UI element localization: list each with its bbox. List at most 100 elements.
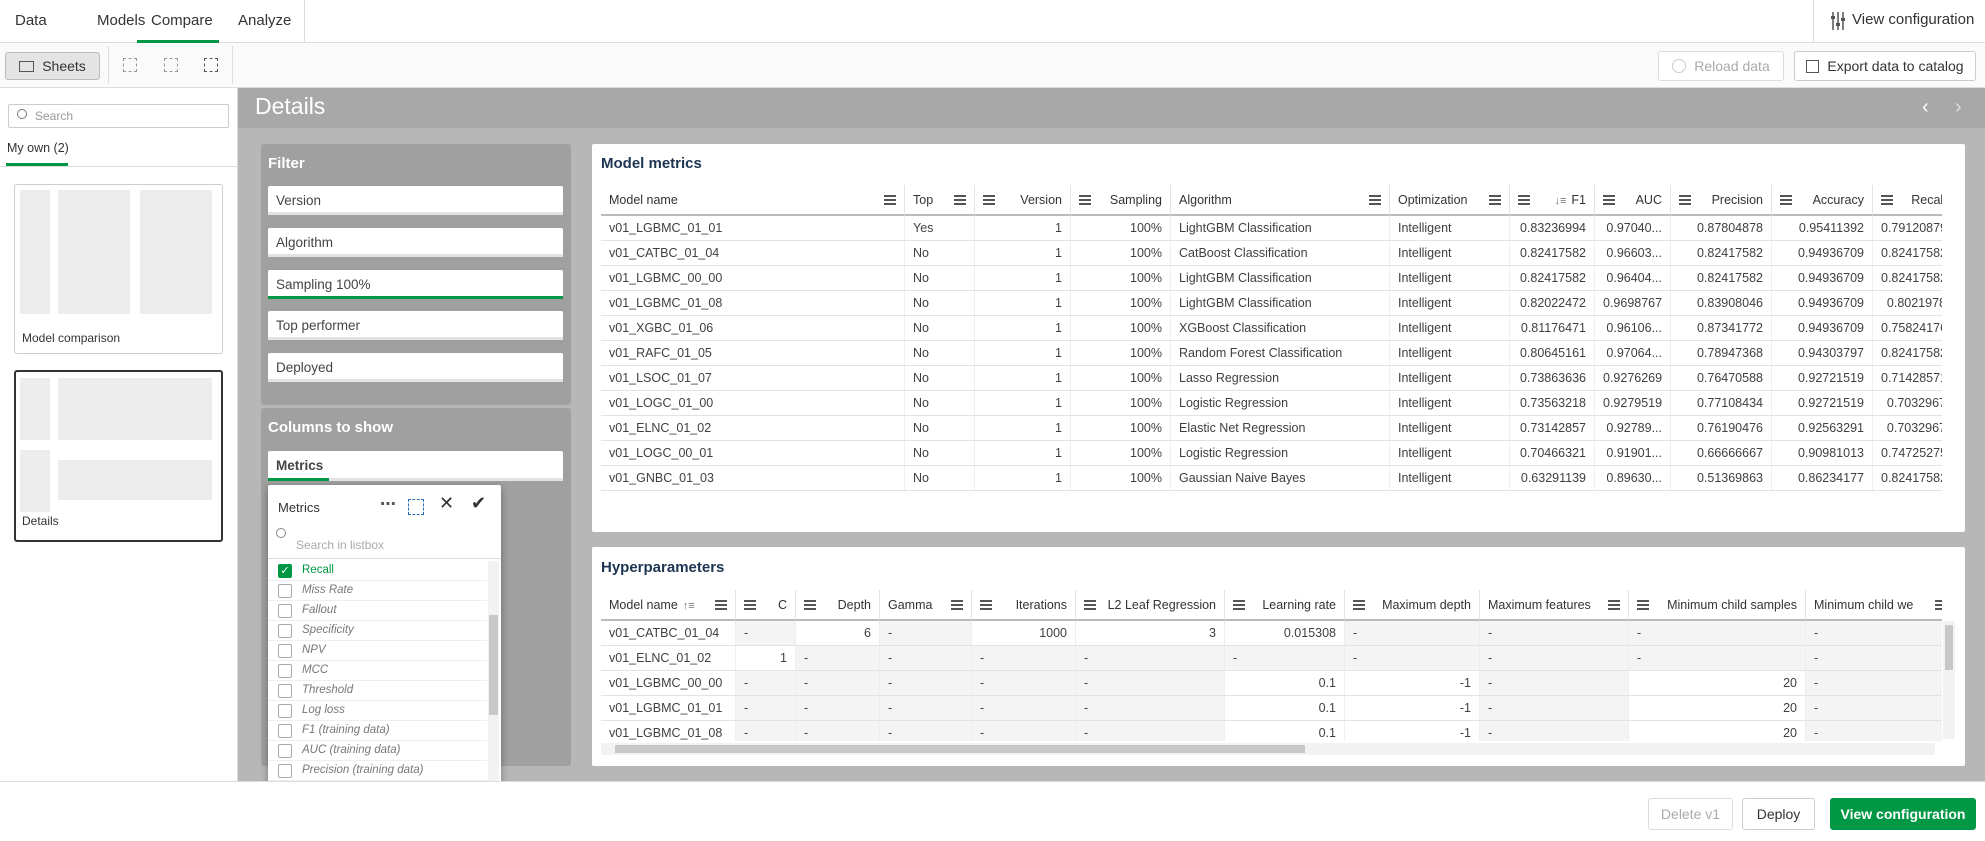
column-menu-icon[interactable] — [884, 195, 896, 205]
delete-button[interactable]: Delete v1 — [1648, 798, 1733, 830]
view-configuration-link[interactable]: View configuration — [1852, 11, 1975, 28]
sheets-button[interactable]: Sheets — [5, 52, 100, 80]
listbox-row[interactable] — [268, 621, 487, 641]
column-header[interactable]: Iterations — [972, 590, 1076, 621]
column-menu-icon[interactable] — [1518, 195, 1530, 205]
clear-selection-icon[interactable] — [204, 58, 218, 72]
column-menu-icon[interactable] — [1935, 600, 1942, 610]
column-menu-icon[interactable] — [954, 195, 966, 205]
listbox-row[interactable] — [268, 601, 487, 621]
column-header[interactable]: Minimum child samples — [1629, 590, 1806, 621]
nav-tab[interactable]: Data — [15, 12, 47, 29]
listbox-row[interactable] — [268, 761, 487, 781]
confirm-icon[interactable]: ✔ — [471, 493, 487, 513]
column-header[interactable]: Model name — [601, 185, 905, 216]
checkbox[interactable] — [278, 704, 292, 718]
nav-tab[interactable]: Analyze — [238, 12, 292, 29]
more-icon[interactable]: ⋯ — [380, 496, 396, 513]
view-configuration-button[interactable]: View configuration — [1830, 798, 1976, 830]
listbox-row[interactable] — [268, 641, 487, 661]
column-header[interactable]: AUC — [1595, 185, 1671, 216]
redo-icon[interactable] — [164, 58, 178, 72]
column-header[interactable]: Recall — [1873, 185, 1942, 216]
column-menu-icon[interactable] — [1084, 600, 1096, 610]
column-menu-icon[interactable] — [1780, 195, 1792, 205]
column-menu-icon[interactable] — [1637, 600, 1649, 610]
checkbox[interactable] — [278, 744, 292, 758]
scrollbar-thumb[interactable] — [489, 615, 498, 715]
column-filter-item[interactable]: Metrics — [268, 451, 563, 480]
column-menu-icon[interactable] — [1603, 195, 1615, 205]
column-menu-icon[interactable] — [804, 600, 816, 610]
column-menu-icon[interactable] — [715, 600, 727, 610]
nav-tab[interactable]: Compare — [151, 12, 213, 29]
column-header[interactable]: Algorithm — [1171, 185, 1390, 216]
filter-item[interactable]: Version — [268, 186, 563, 215]
sheet-tab[interactable]: My own (2) — [7, 141, 69, 155]
reload-data-button[interactable]: Reload data — [1658, 51, 1784, 81]
column-header[interactable]: Gamma — [880, 590, 972, 621]
filter-item[interactable]: Algorithm — [268, 228, 563, 257]
checkbox[interactable] — [278, 584, 292, 598]
checkbox[interactable] — [278, 724, 292, 738]
next-sheet[interactable]: › — [1955, 96, 1962, 118]
column-header[interactable]: Model name ↑≡ — [601, 590, 736, 621]
column-header[interactable]: Sampling — [1071, 185, 1171, 216]
filter-item[interactable]: Deployed — [268, 353, 563, 382]
column-header[interactable]: Precision — [1671, 185, 1772, 216]
column-header[interactable]: Top — [905, 185, 975, 216]
column-menu-icon[interactable] — [744, 600, 756, 610]
column-menu-icon[interactable] — [1679, 195, 1691, 205]
column-menu-icon[interactable] — [980, 600, 992, 610]
checkbox[interactable] — [278, 604, 292, 618]
checkbox[interactable] — [278, 764, 292, 778]
column-menu-icon[interactable] — [983, 195, 995, 205]
column-header[interactable]: Learning rate — [1225, 590, 1345, 621]
listbox-row[interactable] — [268, 661, 487, 681]
listbox-item: Recall — [302, 564, 334, 576]
column-header[interactable]: Version — [975, 185, 1071, 216]
checkbox[interactable] — [278, 684, 292, 698]
column-menu-icon[interactable] — [1353, 600, 1365, 610]
checkbox[interactable] — [278, 624, 292, 638]
checkbox[interactable]: ✓ — [278, 564, 292, 578]
listbox-row[interactable] — [268, 561, 487, 581]
filter-item[interactable]: Top performer — [268, 311, 563, 340]
deploy-button[interactable]: Deploy — [1742, 798, 1815, 830]
column-header[interactable]: Maximum depth — [1345, 590, 1480, 621]
checkbox[interactable] — [278, 664, 292, 678]
clear-icon[interactable] — [408, 499, 424, 515]
column-header[interactable]: C — [736, 590, 796, 621]
column-menu-icon[interactable] — [1233, 600, 1245, 610]
previous-sheet[interactable]: ‹ — [1922, 96, 1929, 118]
sheet-search[interactable]: Search — [8, 104, 229, 128]
column-header[interactable]: Depth — [796, 590, 880, 621]
checkbox[interactable] — [278, 644, 292, 658]
column-menu-icon[interactable] — [1369, 195, 1381, 205]
column-header[interactable]: Maximum features — [1480, 590, 1629, 621]
export-button[interactable]: Export data to catalog — [1794, 51, 1976, 81]
listbox-row[interactable] — [268, 741, 487, 761]
undo-icon[interactable] — [123, 58, 137, 72]
column-menu-icon[interactable] — [1489, 195, 1501, 205]
h-scrollbar-thumb[interactable] — [615, 745, 1305, 753]
column-menu-icon[interactable] — [1079, 195, 1091, 205]
column-header[interactable]: L2 Leaf Regression — [1076, 590, 1225, 621]
table-cell: 0.82022472 — [1510, 291, 1595, 316]
v-scrollbar-thumb[interactable] — [1945, 625, 1953, 670]
column-header[interactable]: Minimum child we — [1806, 590, 1942, 621]
listbox-row[interactable] — [268, 581, 487, 601]
cancel-icon[interactable]: ✕ — [439, 493, 455, 513]
listbox-row[interactable] — [268, 701, 487, 721]
column-header[interactable]: Accuracy — [1772, 185, 1873, 216]
column-header[interactable]: Optimization — [1390, 185, 1510, 216]
listbox-row[interactable] — [268, 681, 487, 701]
table-cell: 0.63291139 — [1510, 466, 1595, 491]
filter-item[interactable]: Sampling 100% — [268, 270, 563, 299]
nav-tab[interactable]: Models — [97, 12, 146, 29]
column-menu-icon[interactable] — [951, 600, 963, 610]
column-menu-icon[interactable] — [1608, 600, 1620, 610]
column-menu-icon[interactable] — [1881, 195, 1893, 205]
column-header[interactable]: ↓≡ F1 — [1510, 185, 1595, 216]
listbox-row[interactable] — [268, 721, 487, 741]
